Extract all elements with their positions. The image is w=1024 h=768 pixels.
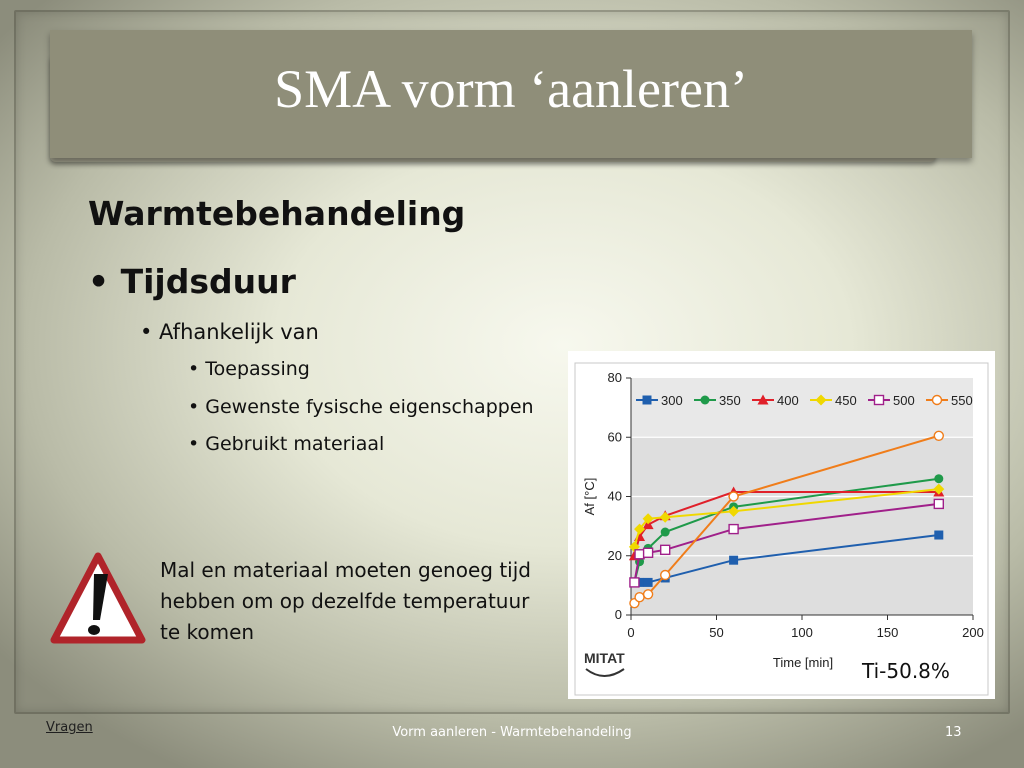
data-point-550 (933, 430, 944, 441)
data-point-450 (642, 513, 654, 525)
slide-title: SMA vorm ‘aanleren’ (274, 59, 748, 119)
data-point-500 (659, 544, 671, 556)
data-point-450 (728, 505, 740, 517)
legend-label-500: 500 (893, 393, 915, 408)
title-panel (50, 30, 972, 158)
data-point-500 (634, 549, 645, 560)
y-tick-label: 0 (615, 607, 622, 622)
y-tick-label: 60 (608, 429, 622, 444)
legend-band (631, 378, 973, 438)
slide-frame (14, 10, 1010, 714)
legend-marker-300 (642, 395, 652, 405)
footer-link-vragen[interactable]: Vragen (46, 720, 93, 735)
legend-label-350: 350 (719, 393, 741, 408)
mitat-logo: MITAT (584, 650, 625, 666)
chart-annotation: Ti-50.8% (862, 659, 950, 683)
legend-label-300: 300 (661, 393, 683, 408)
data-point-500 (933, 498, 944, 510)
x-tick-label: 150 (877, 625, 899, 640)
data-point-500 (642, 547, 654, 558)
bullet-sub: • Afhankelijk van (140, 320, 319, 344)
warning-triangle-icon (50, 552, 146, 644)
footer-title: Vorm aanleren - Warmtebehandeling (392, 725, 632, 740)
legend-marker-400 (757, 394, 769, 405)
data-point-300 (934, 530, 944, 540)
data-point-550 (659, 569, 671, 581)
data-point-350 (934, 474, 944, 484)
bullet-item-2: • Gewenste fysische eigenschappen (188, 396, 534, 418)
y-tick-label: 20 (608, 548, 622, 563)
warning-text: Mal en materiaal moeten genoeg tijd hebb… (160, 558, 531, 644)
legend-marker-350 (700, 395, 710, 405)
x-tick-label: 100 (791, 625, 813, 640)
legend-marker-450 (815, 394, 827, 406)
data-point-500 (728, 523, 739, 535)
x-tick-label: 200 (962, 625, 984, 640)
y-tick-label: 80 (608, 370, 622, 385)
bullet-item-3: • Gebruikt materiaal (188, 433, 385, 455)
legend-marker-550 (931, 394, 943, 406)
legend-marker-500 (873, 394, 885, 406)
data-point-450 (634, 523, 646, 535)
data-point-500 (629, 577, 640, 588)
data-point-550 (634, 592, 645, 603)
legend-label-400: 400 (777, 393, 799, 408)
y-tick-label: 40 (608, 489, 622, 504)
logo-swoosh (585, 668, 625, 677)
data-point-450 (933, 483, 945, 495)
chart-frame (574, 362, 989, 696)
bullet-main: • Tijdsduur (88, 262, 296, 301)
page-number: 13 (945, 725, 962, 740)
legend-label-550: 550 (951, 393, 973, 408)
x-tick-label: 50 (709, 625, 723, 640)
x-tick-label: 0 (627, 625, 634, 640)
data-point-550 (728, 491, 739, 502)
x-axis-label: Time [min] (773, 655, 833, 670)
legend-label-450: 450 (835, 393, 857, 408)
af-time-chart: 0 20 40 60 80 0 50 100 150 200 Af [°C] Time [min] MI… (574, 362, 989, 696)
section-heading: Warmtebehandeling (88, 194, 466, 233)
data-point-550 (642, 589, 654, 600)
data-point-350 (660, 527, 670, 537)
data-point-300 (643, 577, 653, 587)
data-point-300 (729, 555, 739, 565)
y-axis-label: Af [°C] (582, 478, 597, 516)
bullet-item-1: • Toepassing (188, 358, 310, 380)
data-point-450 (659, 511, 671, 523)
chart-container: 0 20 40 60 80 0 50 100 150 200 Af [°C] Time [min] MI… (568, 351, 995, 699)
